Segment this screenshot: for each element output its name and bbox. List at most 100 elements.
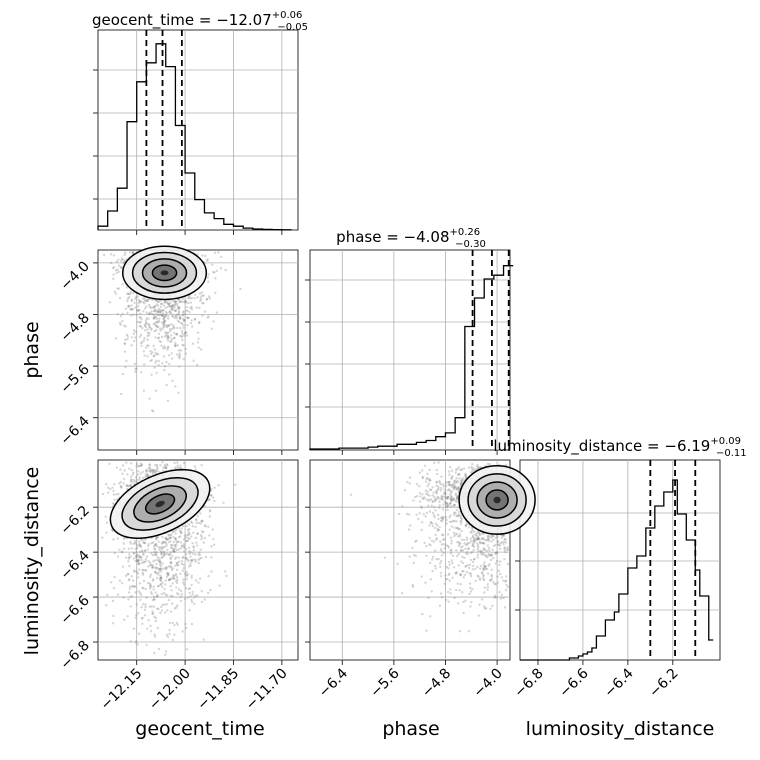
scatter-phase-vs-geocent-time-point [186,316,189,319]
scatter-phase-vs-geocent-time-point [179,300,182,303]
scatter-phase-vs-geocent-time-point [155,359,158,362]
scatter-distance-vs-geocent-time-point [169,557,172,561]
scatter-distance-vs-geocent-time-point [157,540,160,543]
scatter-phase-vs-geocent-time-point [166,336,170,339]
scatter-phase-vs-geocent-time-point [157,336,160,340]
scatter-distance-vs-phase-point [472,530,476,533]
scatter-phase-vs-geocent-time-point [123,342,127,345]
scatter-distance-vs-geocent-time-point [191,542,194,545]
scatter-distance-vs-geocent-time-point [129,483,132,486]
scatter-distance-vs-geocent-time-point [135,462,139,466]
scatter-distance-vs-geocent-time-point [213,486,216,489]
scatter-distance-vs-geocent-time-point [140,561,143,565]
scatter-distance-vs-geocent-time-point [183,583,186,586]
scatter-phase-vs-geocent-time-point [132,250,135,254]
scatter-distance-vs-geocent-time-point [151,566,154,569]
scatter-distance-vs-phase-point [461,591,464,594]
scatter-distance-vs-geocent-time-point [196,532,199,535]
scatter-distance-vs-geocent-time-point [184,536,187,539]
scatter-distance-vs-geocent-time-point [168,565,171,568]
scatter-distance-vs-geocent-time-point [174,532,177,535]
scatter-distance-vs-geocent-time-point [194,536,198,540]
scatter-distance-vs-geocent-time-point [190,535,193,538]
scatter-phase-vs-geocent-time-point [156,304,160,307]
scatter-distance-vs-geocent-time-point [169,544,173,547]
scatter-distance-vs-geocent-time-point [133,585,136,588]
scatter-distance-vs-geocent-time-point [156,626,160,630]
scatter-distance-vs-geocent-time-point [130,478,133,481]
scatter-distance-vs-geocent-time-point [168,578,171,581]
scatter-phase-vs-geocent-time-point [163,346,167,350]
scatter-distance-vs-phase-point [421,493,424,496]
scatter-phase-vs-geocent-time-point [145,311,148,314]
scatter-distance-vs-geocent-time-point [142,541,145,544]
scatter-phase-vs-geocent-time-point [174,309,177,313]
scatter-phase-vs-geocent-time-point [161,314,165,318]
scatter-phase-vs-geocent-time-point [166,399,170,402]
scatter-distance-vs-geocent-time-point [115,466,119,469]
scatter-distance-vs-geocent-time-point [154,567,157,570]
scatter-distance-vs-phase-point [429,561,432,564]
scatter-phase-vs-geocent-time-point [193,317,197,321]
scatter-phase-vs-geocent-time-point [165,325,169,329]
scatter-phase-vs-geocent-time-point [149,312,152,315]
scatter-distance-vs-geocent-time-point [108,462,111,466]
scatter-distance-vs-geocent-time-point [182,563,185,566]
scatter-distance-vs-phase-point [503,546,507,549]
scatter-distance-vs-phase-point [448,520,452,524]
scatter-distance-vs-phase-point [488,546,491,550]
scatter-distance-vs-geocent-time-point [174,574,178,577]
scatter-distance-vs-geocent-time-point [172,540,175,544]
scatter-distance-vs-geocent-time-point [131,473,134,476]
scatter-distance-vs-geocent-time-point [169,565,172,568]
scatter-phase-vs-geocent-time-point [172,324,175,327]
scatter-phase-vs-geocent-time-point [174,343,177,347]
scatter-distance-vs-phase-point [444,577,448,581]
scatter-distance-vs-geocent-time-point [170,533,173,536]
scatter-distance-vs-phase-point [412,561,415,565]
scatter-distance-vs-geocent-time-point [110,581,113,584]
scatter-distance-vs-geocent-time-point [116,593,120,596]
scatter-distance-vs-phase-point [449,588,452,591]
scatter-distance-vs-geocent-time-point [208,510,211,513]
scatter-phase-vs-geocent-time-point [174,314,177,318]
scatter-phase-vs-geocent-time-point [212,320,215,323]
scatter-distance-vs-geocent-time-point [222,501,225,504]
scatter-distance-vs-geocent-time-point [112,587,116,590]
scatter-phase-vs-geocent-time-point [162,317,165,320]
scatter-distance-vs-geocent-time-point [148,585,152,588]
scatter-phase-vs-geocent-time-point [132,332,135,335]
scatter-distance-vs-phase-point [403,489,407,492]
scatter-distance-vs-phase-point [449,514,452,517]
scatter-distance-vs-phase-point [436,488,439,492]
scatter-phase-vs-geocent-time-point [201,314,204,317]
scatter-distance-vs-geocent-time-point [203,536,206,540]
scatter-distance-vs-geocent-time-point [155,538,158,541]
scatter-distance-vs-geocent-time-point [128,578,131,581]
scatter-phase-vs-geocent-time-point [114,292,118,295]
scatter-distance-vs-phase-point [471,463,474,466]
scatter-distance-vs-phase-point [430,539,434,542]
scatter-distance-vs-phase-point [466,538,469,541]
scatter-distance-vs-phase-point [457,510,461,514]
scatter-distance-vs-phase-point [431,558,434,561]
scatter-phase-vs-geocent-time-point [181,313,184,316]
scatter-distance-vs-phase-point [467,526,471,529]
scatter-distance-vs-geocent-time-point [186,558,189,561]
scatter-phase-vs-geocent-time-point [224,268,227,272]
scatter-distance-vs-geocent-time-point [169,561,173,564]
scatter-phase-vs-geocent-time-point [155,353,158,356]
scatter-phase-vs-geocent-time-point [175,353,179,356]
scatter-distance-vs-geocent-time-point [166,573,169,577]
scatter-phase-vs-geocent-time-point [167,324,170,328]
scatter-distance-vs-geocent-time-point [182,543,186,546]
scatter-distance-vs-geocent-time-point [113,575,116,579]
scatter-distance-vs-geocent-time-point [135,543,138,546]
scatter-phase-vs-geocent-time-point [130,314,133,317]
scatter-phase-vs-geocent-time-point [181,343,184,346]
scatter-distance-vs-geocent-time-point [138,478,141,481]
scatter-phase-vs-geocent-time-point [148,311,151,315]
scatter-phase-vs-geocent-time-point [157,319,160,322]
scatter-distance-vs-phase-point [423,496,426,499]
scatter-phase-vs-geocent-time-point [220,255,223,259]
